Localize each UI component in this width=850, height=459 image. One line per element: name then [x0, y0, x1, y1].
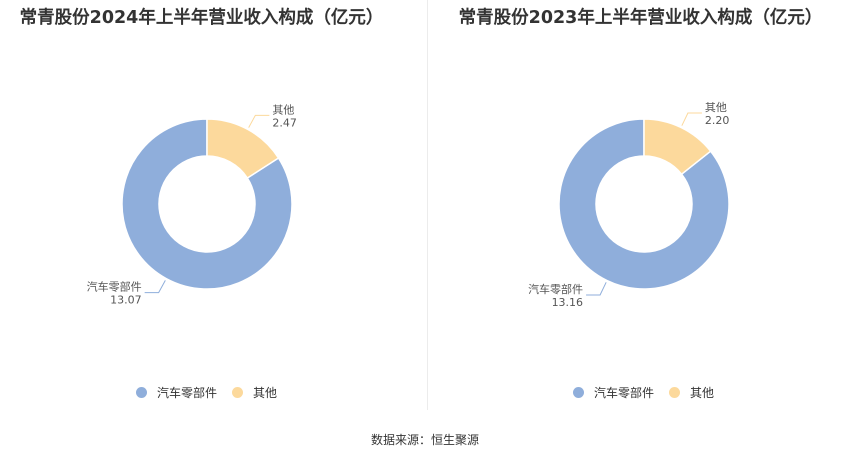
slice-value-label: 2.20 — [705, 114, 730, 127]
legend-swatch-auto-parts — [573, 387, 584, 398]
slice-value-label: 13.07 — [110, 294, 142, 307]
leader-line — [586, 282, 607, 296]
slice-category-label: 汽车零部件 — [87, 280, 142, 294]
chart-panel-2024: 常青股份2024年上半年营业收入构成（亿元） 汽车零部件 13.07 其他 2.47 … — [0, 0, 425, 415]
legend-item-auto-parts[interactable]: 汽车零部件 — [136, 384, 217, 401]
slice-value-label: 2.47 — [272, 116, 297, 129]
chart-title: 常青股份2024年上半年营业收入构成（亿元） — [19, 8, 384, 28]
slice-value-label: 13.16 — [552, 296, 584, 309]
legend-swatch-other — [232, 387, 243, 398]
leader-line — [248, 114, 270, 128]
legend-item-auto-parts[interactable]: 汽车零部件 — [573, 384, 654, 401]
slice-category-label: 其他 — [705, 101, 727, 114]
legend-item-other[interactable]: 其他 — [232, 384, 277, 401]
chart-title: 常青股份2023年上半年营业收入构成（亿元） — [458, 8, 823, 28]
legend-label: 汽车零部件 — [594, 386, 655, 400]
legend-label: 汽车零部件 — [157, 386, 218, 400]
chart-panel-2023: 常青股份2023年上半年营业收入构成（亿元） 汽车零部件 13.16 其他 2.20 … — [425, 0, 850, 415]
slice-category-label: 汽车零部件 — [528, 282, 583, 296]
leader-line — [144, 280, 166, 294]
panel-divider — [427, 0, 428, 410]
legend-label: 其他 — [253, 386, 278, 400]
legend: 汽车零部件 其他 — [0, 384, 425, 402]
legend-label: 其他 — [690, 386, 715, 400]
legend-item-other[interactable]: 其他 — [669, 384, 714, 401]
legend: 汽车零部件 其他 — [425, 384, 850, 402]
slice-auto-parts[interactable] — [558, 118, 730, 290]
legend-swatch-auto-parts — [136, 387, 147, 398]
slice-other[interactable] — [643, 118, 712, 176]
data-source-note: 数据来源：恒生聚源 — [370, 433, 479, 447]
slice-auto-parts[interactable] — [121, 118, 293, 290]
slice-category-label: 其他 — [272, 103, 294, 116]
leader-line — [681, 112, 702, 126]
slice-other[interactable] — [206, 118, 280, 180]
legend-swatch-other — [669, 387, 680, 398]
